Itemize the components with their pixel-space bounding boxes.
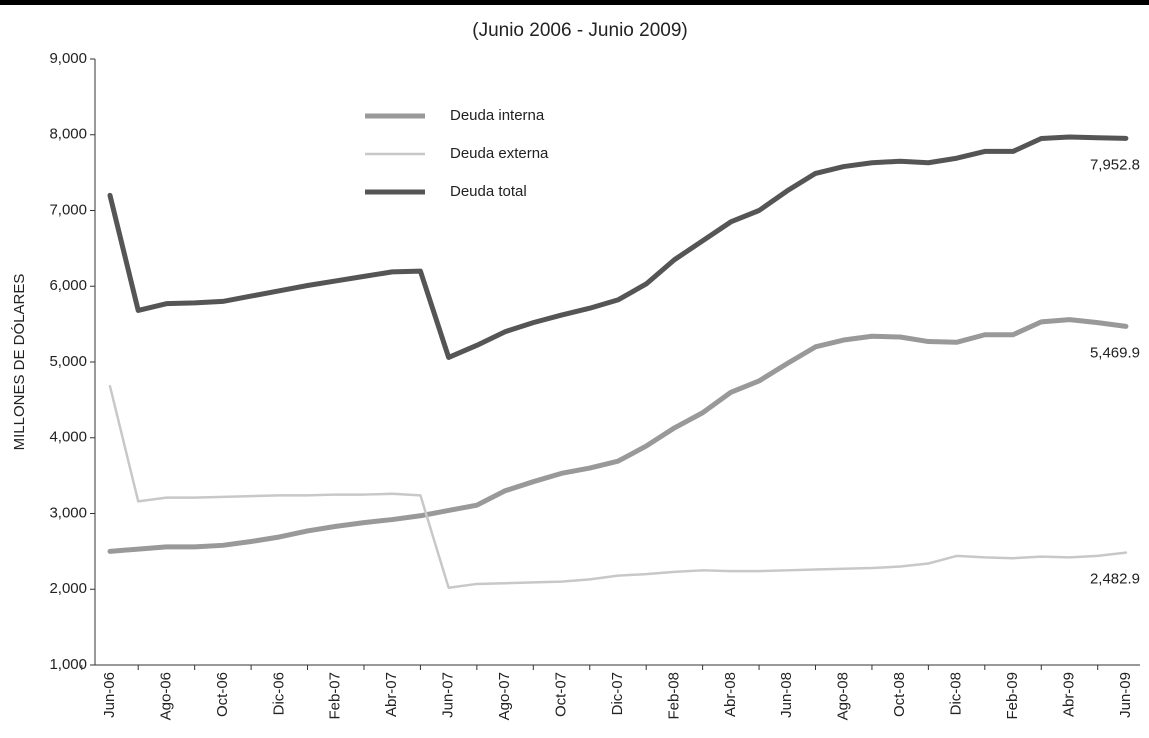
y-tick-label: 9,000 — [49, 50, 87, 67]
x-tick-label: Jun-06 — [101, 672, 118, 718]
chart-subtitle: (Junio 2006 - Junio 2009) — [472, 20, 687, 41]
y-tick-label: 3,000 — [49, 504, 87, 521]
y-tick-label: 7,000 — [49, 201, 87, 218]
x-tick-label: Oct-07 — [552, 672, 569, 717]
x-tick-label: Jun-08 — [778, 672, 795, 718]
x-tick-label: Abr-09 — [1060, 672, 1077, 717]
line-series — [108, 384, 1128, 589]
x-tick-label: Oct-08 — [891, 672, 908, 717]
y-tick-label: 1,000 — [49, 656, 87, 673]
x-tick-label: Dic-07 — [609, 672, 626, 715]
x-tick-label: Feb-09 — [1004, 672, 1021, 720]
data-label: 5,469.9 — [1090, 344, 1140, 361]
line-series — [107, 134, 1129, 360]
line-series — [107, 317, 1129, 554]
y-tick-label: 5,000 — [49, 353, 87, 370]
x-tick-label: Oct-06 — [214, 672, 231, 717]
x-tick-label: Ago-06 — [157, 672, 174, 720]
y-tick-label: 2,000 — [49, 580, 87, 597]
x-tick-label: Feb-07 — [327, 672, 344, 720]
y-tick-label: 8,000 — [49, 126, 87, 143]
x-tick-label: Jun-07 — [440, 672, 457, 718]
x-tick-label: Ago-07 — [496, 672, 513, 720]
x-tick-label: Feb-08 — [665, 672, 682, 720]
legend-label: Deuda interna — [450, 107, 545, 124]
data-label: 7,952.8 — [1090, 156, 1140, 173]
x-tick-label: Abr-08 — [722, 672, 739, 717]
legend-label: Deuda externa — [450, 145, 549, 162]
y-axis-label: MILLONES DE DÓLARES — [11, 274, 28, 451]
legend-label: Deuda total — [450, 183, 527, 200]
x-tick-label: Jun-09 — [1117, 672, 1134, 718]
data-label: 2,482.9 — [1090, 571, 1140, 588]
x-tick-label: Dic-08 — [948, 672, 965, 715]
x-tick-label: Dic-06 — [270, 672, 287, 715]
y-tick-label: 6,000 — [49, 277, 87, 294]
y-tick-label: 4,000 — [49, 429, 87, 446]
top-bar — [0, 0, 1149, 5]
x-tick-label: Ago-08 — [835, 672, 852, 720]
x-tick-label: Abr-07 — [383, 672, 400, 717]
